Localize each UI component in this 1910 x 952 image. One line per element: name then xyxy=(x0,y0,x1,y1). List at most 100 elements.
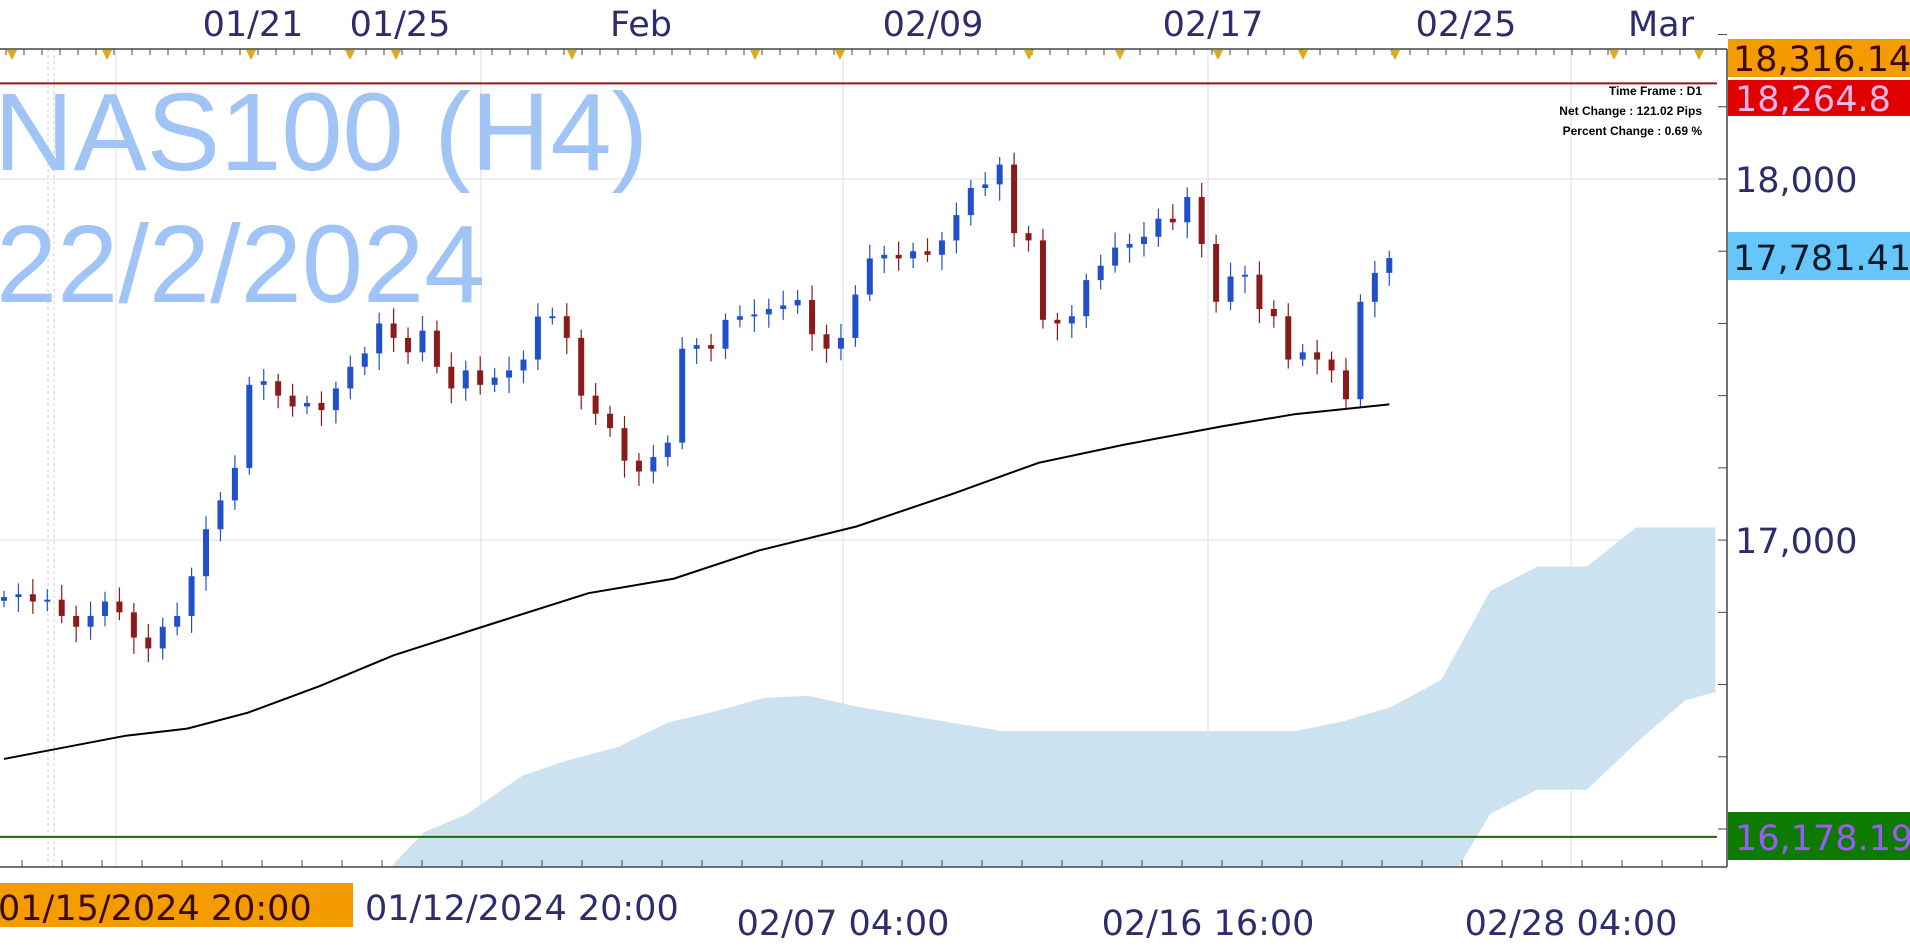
top-axis-label: 02/17 xyxy=(1163,5,1264,45)
candle-bullish xyxy=(87,615,94,627)
candle-bullish xyxy=(982,184,989,189)
event-marker-icon xyxy=(567,50,577,60)
candle-bullish xyxy=(217,500,224,530)
candle-bullish xyxy=(1112,247,1119,266)
candle-bearish xyxy=(130,612,137,638)
event-marker-icon xyxy=(1390,50,1400,60)
candle-bearish xyxy=(563,316,570,338)
candle-bullish xyxy=(174,615,181,627)
top-axis-label: 02/25 xyxy=(1416,5,1517,45)
candle-bullish xyxy=(910,251,917,259)
candle-bullish xyxy=(1386,258,1393,273)
candle-bullish xyxy=(549,316,556,319)
candle-bearish xyxy=(924,251,931,255)
bottom-axis-label: 02/07 04:00 xyxy=(737,904,950,944)
candle-bearish xyxy=(405,337,412,353)
top-axis-label: 01/25 xyxy=(350,5,451,45)
candle-bullish xyxy=(837,337,844,349)
current-price-label: 17,781.41 xyxy=(1733,239,1910,279)
candle-bearish xyxy=(607,413,614,429)
crosshair-date-label-box xyxy=(0,883,353,927)
candle-bearish xyxy=(1256,274,1263,309)
candle-bullish xyxy=(1083,280,1090,317)
candle-bearish xyxy=(289,395,296,407)
candle-bearish xyxy=(1198,197,1205,244)
candle-bullish xyxy=(1126,243,1133,248)
bottom-axis-label: 02/28 04:00 xyxy=(1465,904,1678,944)
candle-bullish xyxy=(866,258,873,295)
price-axis-label: 17,000 xyxy=(1735,522,1857,562)
candle-bullish xyxy=(462,370,469,389)
candle-bullish xyxy=(1227,276,1234,302)
event-marker-icon xyxy=(1694,50,1704,60)
candle-bullish xyxy=(1357,301,1364,400)
candle-bearish xyxy=(275,381,282,396)
candle-bullish xyxy=(1155,218,1162,237)
candle-bullish xyxy=(347,366,354,389)
candle-bullish xyxy=(794,299,801,306)
moving-average xyxy=(3,403,1390,760)
candle-bullish xyxy=(650,457,657,472)
candle-bearish xyxy=(823,334,830,349)
candle-bullish xyxy=(419,330,426,353)
candle-bullish xyxy=(953,215,960,241)
candle-bullish xyxy=(15,594,22,598)
candle-bullish xyxy=(751,314,758,317)
info-net-change: Net Change : 121.02 Pips xyxy=(1559,104,1702,118)
top-axis-label: Feb xyxy=(610,5,672,45)
resistance-price-label-box xyxy=(1728,80,1910,116)
candle-bearish xyxy=(1213,243,1220,302)
candle-bullish xyxy=(203,529,210,577)
candle-bearish xyxy=(477,370,484,385)
top-axis-label: 01/21 xyxy=(203,5,304,45)
high-price-label: 18,316.14 xyxy=(1733,40,1910,80)
resistance-price-label: 18,264.8 xyxy=(1735,80,1891,120)
candle-bullish xyxy=(361,353,368,367)
candle-bullish xyxy=(693,345,700,349)
event-marker-icon xyxy=(1115,50,1125,60)
candle-bearish xyxy=(1039,240,1046,320)
info-percent-change: Percent Change : 0.69 % xyxy=(1563,124,1703,138)
info-time-frame: Time Frame : D1 xyxy=(1609,84,1702,98)
candle-bullish xyxy=(765,308,772,315)
event-marker-icon xyxy=(1298,50,1308,60)
candle-bearish xyxy=(1270,308,1277,317)
candles xyxy=(1,152,1393,663)
candle-bullish xyxy=(506,370,513,378)
candle-bullish xyxy=(1,597,7,601)
axes: 01/21 01/25 Feb 02/09 02/17 02/25 Mar 02/07 04:… xyxy=(0,5,1857,944)
watermark-title: NAS100 (H4) xyxy=(0,71,648,194)
ichimoku-cloud xyxy=(390,527,1716,867)
candle-bearish xyxy=(448,366,455,389)
candle-bullish xyxy=(102,601,109,616)
support-price-label-box xyxy=(1728,812,1910,860)
candle-bearish xyxy=(145,637,152,649)
watermark-date: 22/2/2024 xyxy=(0,203,485,326)
candle-bullish xyxy=(1068,316,1075,324)
candle-bearish xyxy=(73,615,80,627)
candle-bearish xyxy=(390,323,397,338)
candle-bullish xyxy=(881,254,888,259)
candle-bearish xyxy=(116,601,123,613)
candle-bullish xyxy=(780,305,787,309)
candle-bearish xyxy=(621,428,628,461)
candle-bullish xyxy=(722,319,729,349)
event-marker-icon xyxy=(345,50,355,60)
candle-bearish xyxy=(592,395,599,414)
cloud-area xyxy=(390,527,1716,867)
candle-bullish xyxy=(1299,352,1306,360)
event-marker-icon xyxy=(246,50,256,60)
candle-bullish xyxy=(938,240,945,255)
candle-bullish xyxy=(1184,197,1191,223)
candle-bearish xyxy=(1054,319,1061,324)
candle-bullish xyxy=(44,599,51,602)
candle-bullish xyxy=(664,442,671,458)
candle-bearish xyxy=(1314,352,1321,360)
candle-bullish xyxy=(159,626,166,649)
candle-bullish xyxy=(1140,236,1147,244)
event-marker-icon xyxy=(1024,50,1034,60)
candle-bearish xyxy=(29,594,36,602)
event-marker-icon xyxy=(7,50,17,60)
